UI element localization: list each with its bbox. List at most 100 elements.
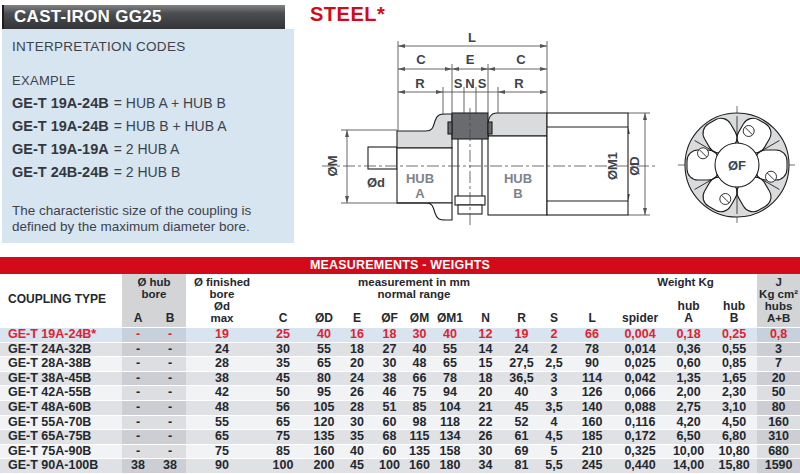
cell-om1: 94 <box>434 386 466 401</box>
measurements-table-section: MEASUREMENTS - WEIGHTS COUPLING TYPE Ø h… <box>0 257 800 473</box>
header-spider: spider <box>614 300 666 328</box>
code: GE-T 19A-24B <box>12 118 109 134</box>
cell-c: 45 <box>258 371 308 386</box>
hub-b-label: HUB <box>504 171 532 186</box>
cell-om: 85 <box>405 400 434 415</box>
table-row: GE-T 42A-55B--42509526467594204031260,06… <box>0 386 800 401</box>
cell-e: 18 <box>340 342 374 357</box>
cell-om1: 118 <box>434 415 466 430</box>
cell-dmax: 75 <box>186 444 258 459</box>
cell-c: 50 <box>258 386 308 401</box>
cell-a: - <box>122 342 154 357</box>
cell-hub_b: 3,10 <box>711 400 757 415</box>
cell-om: 48 <box>405 357 434 372</box>
cell-od: 55 <box>308 342 340 357</box>
cell-a: - <box>122 371 154 386</box>
cell-b: - <box>154 430 186 445</box>
cell-l: 245 <box>570 459 614 473</box>
cell-od: 135 <box>308 430 340 445</box>
cell-type: GE-T 19A-24B* <box>0 328 122 343</box>
cell-type: GE-T 38A-45B <box>0 371 122 386</box>
cell-b: - <box>154 415 186 430</box>
cell-c: 30 <box>258 342 308 357</box>
cell-om1: 78 <box>434 371 466 386</box>
cell-n: 34 <box>466 459 505 473</box>
cell-j: 310 <box>757 430 800 445</box>
header-b: B <box>154 300 186 328</box>
cell-s: 5,5 <box>538 459 570 473</box>
cell-b: - <box>154 444 186 459</box>
table-body: GE-T 19A-24B*--1925401618304012192660,00… <box>0 328 800 473</box>
cell-j: 160 <box>757 415 800 430</box>
table-row: GE-T 90A-100B383890100200451001601803481… <box>0 459 800 473</box>
page-title: CAST-IRON GG25 <box>2 5 285 29</box>
table-row: GE-T 19A-24B*--1925401618304012192660,00… <box>0 328 800 343</box>
cell-r: 24 <box>505 342 538 357</box>
dim-L: L <box>468 30 476 45</box>
cell-spider: 0,172 <box>614 430 666 445</box>
panel-note: The characteristic size of the coupling … <box>12 203 251 235</box>
cell-b: 38 <box>154 459 186 473</box>
cell-l: 210 <box>570 444 614 459</box>
cell-spider: 0,066 <box>614 386 666 401</box>
cell-od: 40 <box>308 328 340 343</box>
header-finished-bore: Ø finished bore Ød max <box>186 274 258 328</box>
cell-e: 26 <box>340 386 374 401</box>
cell-a: - <box>122 328 154 343</box>
cell-dmax: 65 <box>186 430 258 445</box>
cell-s: 5 <box>538 444 570 459</box>
cell-r: 81 <box>505 459 538 473</box>
cell-l: 185 <box>570 430 614 445</box>
cell-s: 4,5 <box>538 430 570 445</box>
cell-r: 52 <box>505 415 538 430</box>
table-row: GE-T 38A-45B--384580243866781836,531140,… <box>0 371 800 386</box>
cell-b: - <box>154 357 186 372</box>
cell-dmax: 28 <box>186 357 258 372</box>
table-row: GE-T 55A-70B--5565120306098118225241600,… <box>0 415 800 430</box>
cell-of: 30 <box>374 357 405 372</box>
cell-dmax: 90 <box>186 459 258 473</box>
cell-om1: 158 <box>434 444 466 459</box>
header-a: A <box>122 300 154 328</box>
cell-od: 95 <box>308 386 340 401</box>
cell-od: 65 <box>308 357 340 372</box>
cell-dmax: 24 <box>186 342 258 357</box>
cell-hub_a: 0,36 <box>666 342 711 357</box>
header-l: L <box>570 300 614 328</box>
cell-s: 2,5 <box>538 357 570 372</box>
cell-n: 30 <box>466 444 505 459</box>
cell-om1: 104 <box>434 400 466 415</box>
dim-C-left: C <box>416 52 426 67</box>
cell-a: - <box>122 357 154 372</box>
cell-a: - <box>122 430 154 445</box>
cell-r: 40 <box>505 386 538 401</box>
cell-hub_a: 4,20 <box>666 415 711 430</box>
cell-r: 27,5 <box>505 357 538 372</box>
cell-of: 60 <box>374 444 405 459</box>
cell-a: - <box>122 415 154 430</box>
cell-hub_a: 14,00 <box>666 459 711 473</box>
cell-od: 105 <box>308 400 340 415</box>
code-line: GE-T 19A-24B= HUB A + HUB B <box>12 95 226 111</box>
code-meaning: = 2 HUB A <box>114 141 180 157</box>
cell-b: - <box>154 386 186 401</box>
code-meaning: = HUB B + HUB A <box>114 118 227 134</box>
cell-dmax: 38 <box>186 371 258 386</box>
code-line: GE-T 19A-24B = HUB B + HUB A <box>12 118 227 134</box>
cell-of: 27 <box>374 342 405 357</box>
cell-s: 2 <box>538 328 570 343</box>
code: GE-T 19A-24B <box>12 95 109 111</box>
cell-c: 65 <box>258 415 308 430</box>
header-spacer <box>570 274 614 300</box>
dim-OD: ØD <box>627 156 642 176</box>
cell-j: 3 <box>757 342 800 357</box>
dim-C-right: C <box>516 52 526 67</box>
dim-S-left: S <box>454 76 463 91</box>
cell-s: 4 <box>538 415 570 430</box>
code-line: GE-T 24B-24B= 2 HUB B <box>12 164 180 180</box>
cell-om: 115 <box>405 430 434 445</box>
cell-a: 38 <box>122 459 154 473</box>
cell-hub_a: 0,60 <box>666 357 711 372</box>
cell-hub_b: 4,50 <box>711 415 757 430</box>
cell-a: - <box>122 444 154 459</box>
